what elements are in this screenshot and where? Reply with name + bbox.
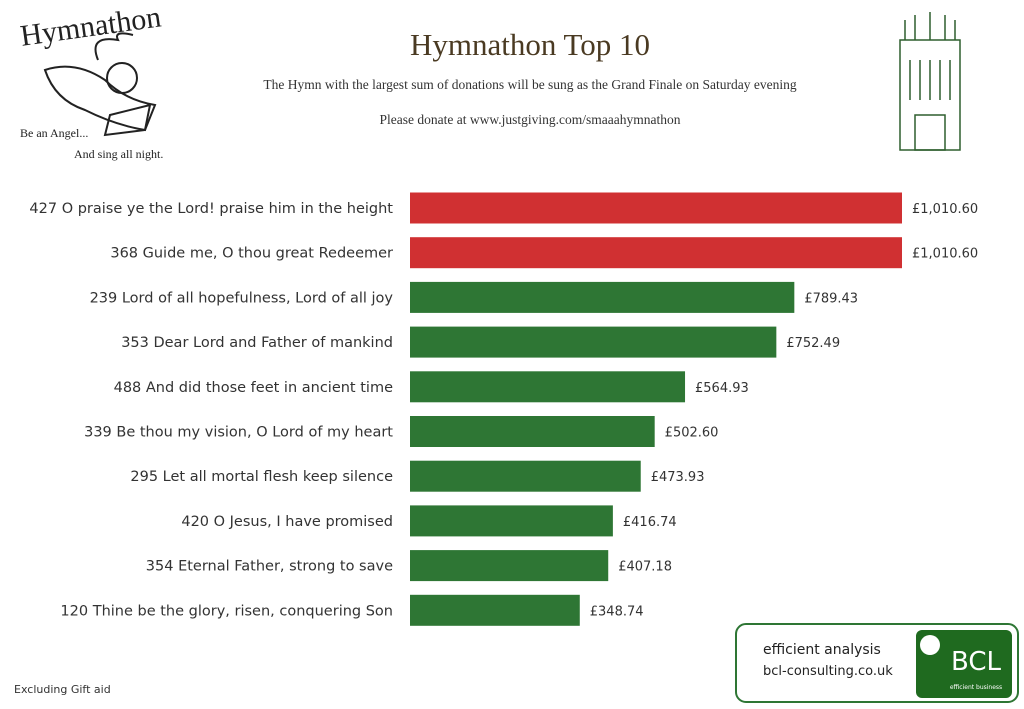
angel-icon [43, 32, 157, 137]
footnote: Excluding Gift aid [14, 683, 111, 696]
chart-title: Hymnathon Top 10 [410, 27, 650, 62]
bar [410, 281, 795, 313]
logo-line: Be an Angel... [20, 126, 88, 140]
category-label: 353 Dear Lord and Father of mankind [121, 335, 393, 351]
value-label: £789.43 [804, 291, 858, 306]
footer-text: bcl-consulting.co.uk [763, 664, 893, 679]
bar-chart: 427 O praise ye the Lord! praise him in … [29, 192, 978, 626]
bar [410, 192, 902, 224]
bar [410, 550, 609, 582]
value-label: £348.74 [590, 604, 644, 619]
bar [410, 326, 777, 358]
category-label: 488 And did those feet in ancient time [114, 380, 393, 396]
logo-line: And sing all night. [74, 147, 163, 161]
value-label: £1,010.60 [912, 247, 978, 262]
annotation: Please donate at www.justgiving.com/smaa… [380, 112, 681, 127]
value-label: £416.74 [623, 515, 677, 530]
brand-box [916, 630, 1012, 698]
category-label: 120 Thine be the glory, risen, conquerin… [60, 603, 393, 619]
category-label: 354 Eternal Father, strong to save [146, 559, 393, 575]
bar [410, 416, 655, 447]
logo-title: Hymnathon [18, 0, 163, 52]
category-label: 295 Let all mortal flesh keep silence [130, 469, 393, 485]
bar [410, 594, 580, 626]
value-label: £752.49 [786, 336, 840, 351]
brand: BCL [951, 647, 1002, 677]
footer-text: efficient analysis [763, 642, 881, 658]
bar [410, 505, 613, 537]
category-label: 420 O Jesus, I have promised [181, 514, 393, 530]
value-label: £473.93 [651, 470, 705, 485]
bar [410, 371, 686, 403]
value-label: £502.60 [665, 426, 719, 441]
category-label: 427 O praise ye the Lord! praise him in … [29, 201, 393, 217]
bar [410, 237, 902, 269]
bar [410, 460, 641, 492]
brand-dot [920, 635, 940, 655]
category-label: 239 Lord of all hopefulness, Lord of all… [90, 290, 394, 306]
brand-tag: efficient business [950, 684, 1002, 691]
value-label: £407.18 [618, 560, 672, 575]
category-label: 339 Be thou my vision, O Lord of my hear… [84, 425, 393, 441]
category-label: 368 Guide me, O thou great Redeemer [110, 246, 393, 262]
value-label: £1,010.60 [912, 202, 978, 217]
value-label: £564.93 [695, 381, 749, 396]
footer-box [735, 623, 1019, 703]
organ-icon [899, 12, 961, 151]
chart-subtitle: The Hymn with the largest sum of donatio… [263, 77, 797, 92]
